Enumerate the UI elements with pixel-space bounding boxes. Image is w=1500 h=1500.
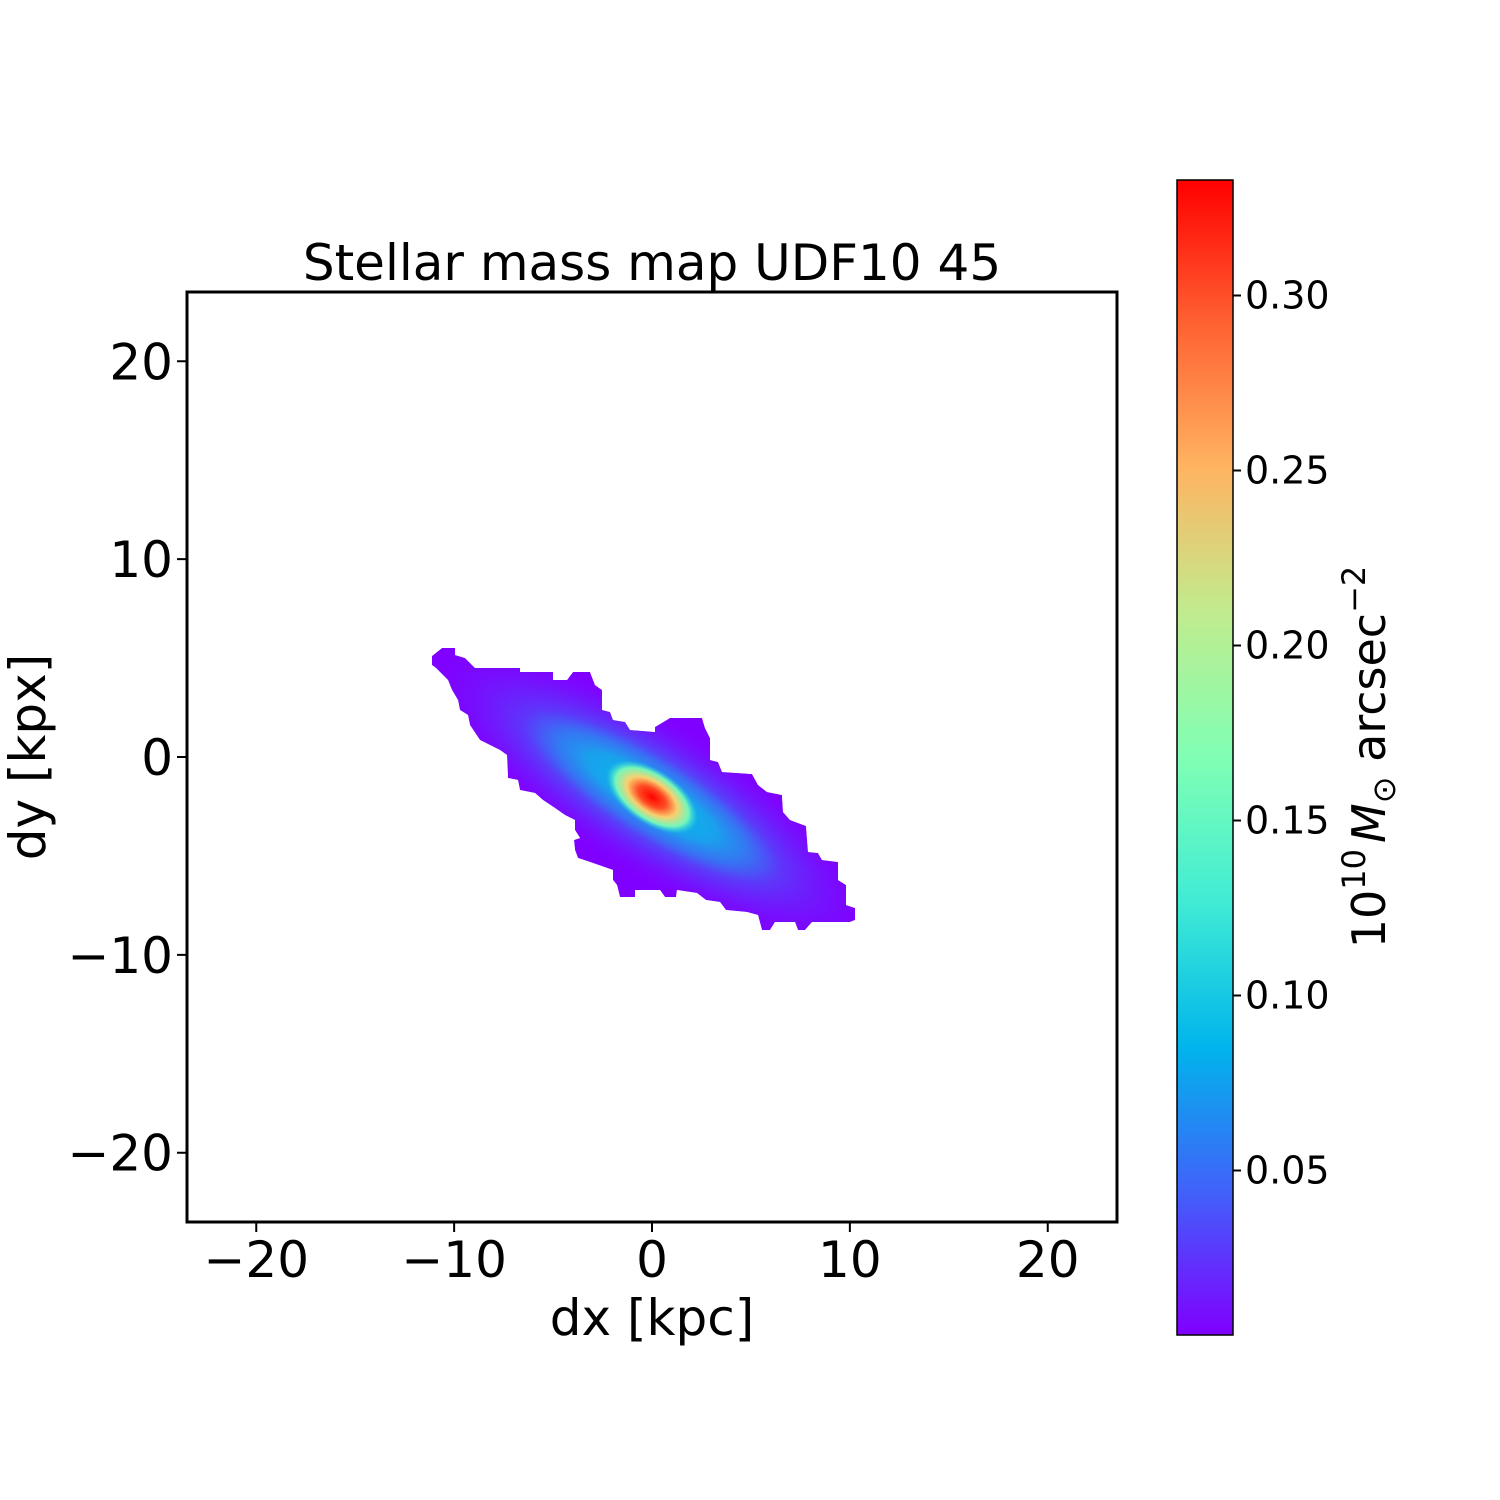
stellar-mass-heatmap <box>432 648 855 930</box>
chart-title: Stellar mass map UDF10 45 <box>303 234 1001 292</box>
y-tick-label: −20 <box>67 1125 173 1183</box>
x-tick-label: 20 <box>1016 1231 1080 1289</box>
x-axis: −20 −10 0 10 20 <box>203 1222 1080 1289</box>
x-axis-label: dx [kpc] <box>550 1289 754 1347</box>
colorbar-tick-label: 0.15 <box>1245 799 1330 843</box>
heatmap-core <box>606 760 698 834</box>
x-tick-label: 10 <box>818 1231 882 1289</box>
colorbar-axis: 0.05 0.10 0.15 0.20 0.25 0.30 <box>1233 274 1330 1193</box>
colorbar-label: 1010M⊙ arcsec−2 <box>1335 566 1403 949</box>
colorbar-tick-label: 0.10 <box>1245 974 1330 1018</box>
colorbar-tick-label: 0.25 <box>1245 449 1330 493</box>
colorbar-tick-label: 0.20 <box>1245 624 1330 668</box>
y-axis-label: dy [kpx] <box>0 654 57 861</box>
y-tick-label: 10 <box>109 531 173 589</box>
y-axis: −20 −10 0 10 20 <box>67 333 187 1183</box>
colorbar <box>1176 179 1234 1336</box>
x-tick-label: −20 <box>203 1231 309 1289</box>
y-tick-label: 20 <box>109 333 173 391</box>
colorbar-tick-label: 0.30 <box>1245 274 1330 318</box>
x-tick-label: −10 <box>401 1231 507 1289</box>
y-tick-label: 0 <box>141 729 173 787</box>
x-tick-label: 0 <box>636 1231 668 1289</box>
colorbar-tick-label: 0.05 <box>1245 1149 1330 1193</box>
y-tick-label: −10 <box>67 927 173 985</box>
